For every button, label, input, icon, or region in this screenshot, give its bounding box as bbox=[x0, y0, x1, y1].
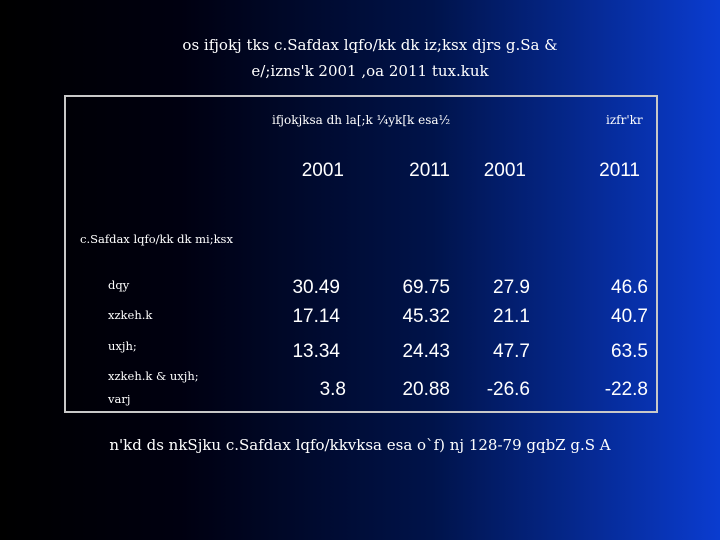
group-header-percent: izfr'kr bbox=[606, 113, 643, 127]
table-cell: 13.34 bbox=[292, 341, 340, 362]
table-cell: 3.8 bbox=[319, 379, 346, 400]
table-cell: 20.88 bbox=[402, 379, 450, 400]
row-label: dqy bbox=[108, 278, 130, 292]
table-cell: 45.32 bbox=[402, 306, 450, 327]
table-cell: -22.8 bbox=[604, 379, 648, 400]
row-label: xzkeh.k bbox=[108, 308, 153, 322]
table-cell: 46.6 bbox=[611, 277, 648, 298]
year-header: 2001 bbox=[483, 160, 526, 181]
title-line-1: os ifjokj tks c.Safdax lqfo/kk dk iz;ksx… bbox=[182, 36, 558, 54]
data-table bbox=[64, 95, 658, 413]
table-cell: 27.9 bbox=[493, 277, 530, 298]
table-cell: 63.5 bbox=[611, 341, 648, 362]
table-cell: 30.49 bbox=[292, 277, 340, 298]
row-label: xzkeh.k & uxjh; bbox=[108, 369, 199, 383]
row-label: uxjh; bbox=[108, 339, 137, 353]
group-header-households: ifjokjksa dh la[;k ¼yk[k esa½ bbox=[272, 113, 451, 127]
table-cell: 17.14 bbox=[292, 306, 340, 327]
table-cell: -26.6 bbox=[486, 379, 530, 400]
footer-note: n'kd ds nkSjku c.Safdax lqfo/kkvksa esa … bbox=[109, 436, 611, 454]
title-line-2: e/;izns'k 2001 ,oa 2011 tux.kuk bbox=[251, 62, 489, 80]
table-cell: 69.75 bbox=[402, 277, 450, 298]
section-label: c.Safdax lqfo/kk dk mi;ksx bbox=[80, 232, 233, 246]
year-header: 2011 bbox=[599, 160, 640, 181]
table-cell: 47.7 bbox=[493, 341, 530, 362]
year-header: 2011 bbox=[409, 160, 450, 181]
table-cell: 21.1 bbox=[493, 306, 530, 327]
table-cell: 40.7 bbox=[611, 306, 648, 327]
row-label-continued: varj bbox=[108, 392, 131, 406]
table-cell: 24.43 bbox=[402, 341, 450, 362]
year-header: 2001 bbox=[301, 160, 344, 181]
